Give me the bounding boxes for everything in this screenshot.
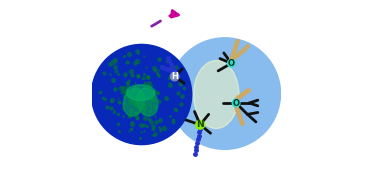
Text: H: H — [171, 72, 178, 81]
Circle shape — [169, 38, 280, 149]
Circle shape — [118, 71, 165, 118]
Circle shape — [184, 53, 265, 134]
FancyArrowPatch shape — [170, 11, 178, 17]
Circle shape — [174, 43, 276, 145]
Circle shape — [95, 48, 189, 141]
Circle shape — [131, 84, 152, 105]
FancyArrowPatch shape — [152, 19, 164, 26]
Circle shape — [123, 76, 160, 113]
Ellipse shape — [124, 88, 145, 116]
Ellipse shape — [126, 85, 155, 101]
Circle shape — [227, 59, 235, 67]
Text: O: O — [228, 59, 235, 68]
Circle shape — [179, 47, 271, 140]
Circle shape — [92, 44, 192, 145]
Text: N: N — [196, 120, 204, 129]
Circle shape — [170, 72, 179, 81]
Circle shape — [128, 80, 156, 109]
Circle shape — [196, 120, 205, 129]
Circle shape — [204, 73, 246, 114]
Ellipse shape — [193, 60, 239, 129]
Circle shape — [113, 66, 170, 123]
Circle shape — [104, 57, 179, 132]
Ellipse shape — [137, 88, 158, 116]
Circle shape — [212, 80, 238, 107]
Circle shape — [232, 99, 240, 107]
Circle shape — [191, 60, 259, 128]
Text: O: O — [232, 98, 240, 108]
Circle shape — [109, 61, 175, 128]
Circle shape — [99, 52, 184, 137]
Circle shape — [197, 66, 252, 121]
